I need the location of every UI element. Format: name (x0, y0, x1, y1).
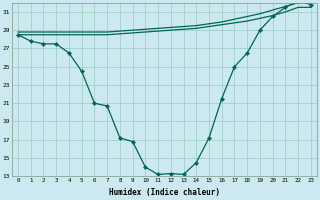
X-axis label: Humidex (Indice chaleur): Humidex (Indice chaleur) (109, 188, 220, 197)
